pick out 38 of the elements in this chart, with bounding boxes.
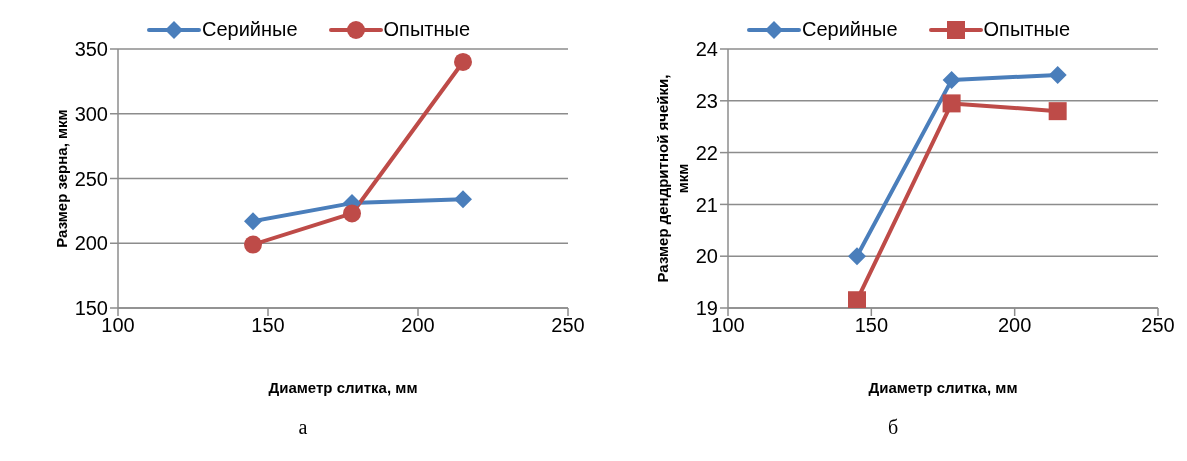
- point: [244, 212, 262, 231]
- legend-label: Серийные: [201, 18, 298, 41]
- y-tick-label: 22: [695, 141, 718, 164]
- x-axis-title: Диаметр слитка, мм: [268, 379, 418, 396]
- x-axis-title: Диаметр слитка, мм: [868, 379, 1018, 396]
- y-axis-title: Размер зерна, мкм: [53, 109, 70, 248]
- text: а: [297, 416, 309, 439]
- x-tick-label: 150: [251, 314, 285, 337]
- point: [244, 235, 262, 254]
- y-tick-label: 250: [74, 167, 108, 190]
- point: [1048, 102, 1067, 121]
- y-tick-label: 350: [74, 38, 108, 61]
- y-tick-label: 23: [695, 89, 718, 112]
- point: [454, 52, 472, 71]
- text: б: [886, 416, 900, 439]
- x-tick-label: 200: [997, 314, 1032, 337]
- y-tick-label: 20: [695, 245, 718, 268]
- y-tick-label: 21: [695, 193, 718, 216]
- x-tick-label: 150: [854, 314, 889, 337]
- y-axis-title: Размер дендритной ячейки, мкм: [654, 74, 691, 283]
- point: [1048, 65, 1067, 84]
- point: [848, 247, 866, 266]
- x-tick-label: 100: [711, 314, 745, 337]
- point: [454, 190, 472, 209]
- y-tick-label: 24: [695, 38, 718, 61]
- point: [942, 94, 961, 113]
- x-tick-label: 200: [401, 314, 435, 337]
- x-tick-label: 250: [1141, 314, 1175, 337]
- x-tick-label: 250: [551, 314, 585, 337]
- point: [942, 71, 961, 90]
- legend-label: Опытные: [383, 18, 471, 41]
- legend-label: Серийные: [801, 18, 898, 41]
- legend-label: Опытные: [983, 18, 1071, 41]
- y-tick-label: 200: [74, 232, 108, 255]
- y-tick-label: 300: [74, 102, 108, 125]
- x-tick-label: 100: [101, 314, 135, 337]
- point: [343, 204, 361, 223]
- point: [848, 291, 866, 308]
